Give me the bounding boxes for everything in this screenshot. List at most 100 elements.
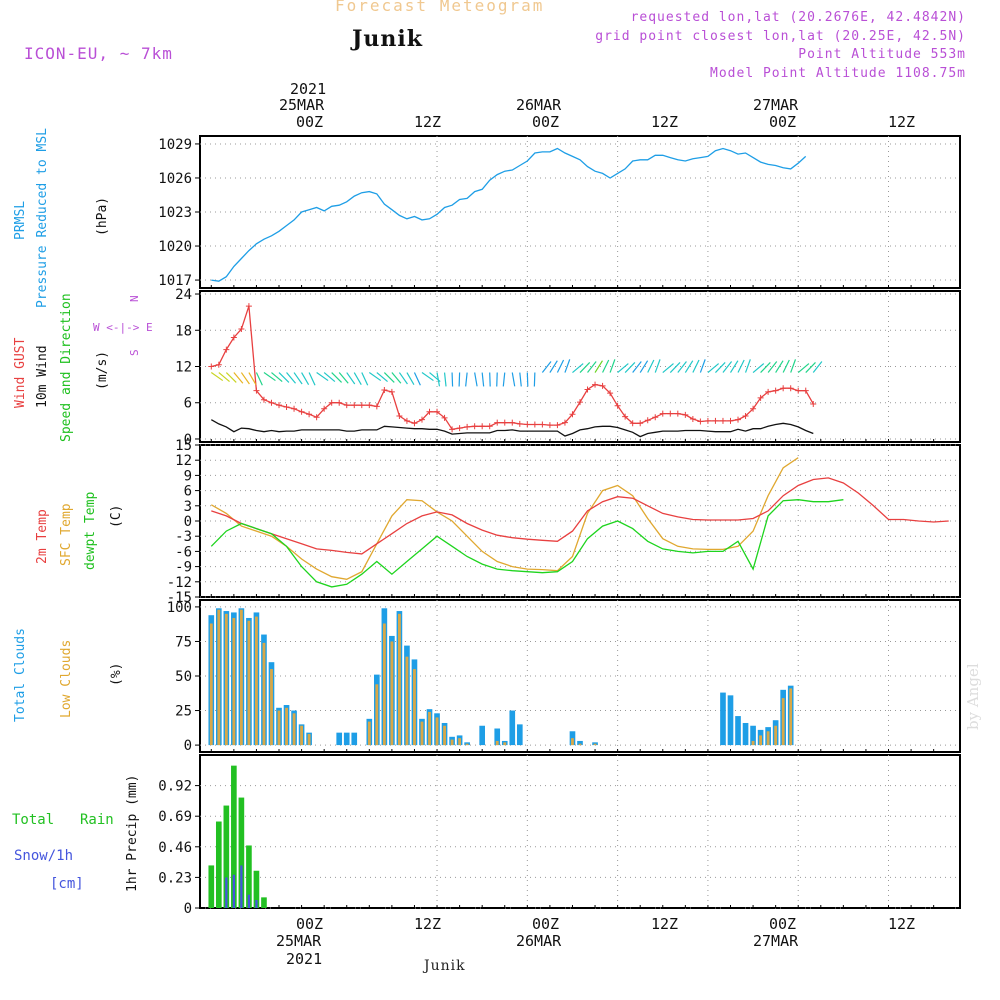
top-date-27: 27MAR: [753, 96, 799, 114]
gust-marker: [336, 399, 343, 406]
gust-marker: [223, 346, 230, 353]
low-cloud-bar: [382, 623, 386, 746]
gust-marker: [629, 420, 636, 427]
gust-marker: [479, 423, 486, 430]
wind-direction-arrow: [722, 361, 733, 373]
wind-direction-arrow: [797, 363, 810, 373]
wind-direction-arrow: [436, 372, 441, 387]
low-cloud-bar: [397, 613, 401, 746]
low-cloud-bar: [458, 738, 462, 746]
gust-marker: [659, 410, 666, 417]
wind-direction-arrow: [240, 372, 250, 385]
top-date-25: 25MAR: [279, 96, 325, 114]
gust-marker: [245, 303, 252, 310]
gust-marker: [343, 402, 350, 409]
gust-marker: [283, 403, 290, 410]
total-cloud-bar: [735, 716, 741, 746]
wind-direction-arrow: [669, 362, 681, 373]
wind-direction-arrow: [218, 372, 230, 382]
compass-ew: W <-|-> E: [93, 321, 153, 334]
wind-direction-arrow: [911, 361, 918, 373]
low-cloud-bar: [759, 735, 763, 746]
temp-ytick-label: 3: [184, 499, 192, 515]
wind-direction-arrow: [699, 359, 706, 373]
low-cloud-bar: [375, 684, 379, 746]
top-tick-3: 12Z: [651, 113, 678, 131]
total-cloud-bar: [509, 710, 516, 746]
gust-marker: [268, 399, 275, 406]
wind-direction-arrow: [843, 364, 854, 373]
compass-n: N: [128, 295, 141, 302]
wind-direction-arrow: [775, 360, 784, 373]
wind-direction-arrow: [692, 359, 700, 373]
rain-label: Rain: [80, 812, 114, 828]
prmsl-desc-label: Pressure Reduced to MSL: [35, 128, 50, 308]
wind-direction-arrow: [406, 372, 415, 385]
wind-direction-arrow: [744, 359, 751, 373]
top-tick-0: 00Z: [296, 113, 323, 131]
model-label: ICON-EU, ~ 7km: [24, 44, 173, 63]
low-clouds-label: Low Clouds: [59, 640, 74, 718]
wind-direction-arrow: [587, 361, 597, 373]
total-cloud-bar: [336, 732, 343, 746]
gust-marker: [719, 417, 726, 424]
low-cloud-bar: [217, 609, 221, 746]
gust-marker: [260, 396, 267, 403]
low-cloud-bar: [247, 620, 251, 746]
wind-direction-arrow: [609, 359, 616, 373]
pressure-ytick-label: 1020: [158, 239, 192, 255]
wind-direction-arrow: [949, 362, 958, 373]
point-altitude: Point Altitude 553m: [798, 47, 966, 62]
gust-marker: [531, 421, 538, 428]
bottom-date-26: 26MAR: [516, 932, 562, 950]
rain-bar: [253, 870, 260, 908]
rain-bar: [261, 897, 267, 908]
clouds-ytick-label: 0: [184, 738, 192, 754]
gust-marker: [509, 419, 516, 426]
gust-marker: [772, 387, 779, 394]
wind-direction-arrow: [361, 372, 369, 386]
low-cloud-bar: [774, 725, 778, 746]
temp-ytick-label: -3: [175, 529, 192, 545]
precip-frame: [199, 754, 961, 909]
chart-title: Forecast Meteogram: [335, 0, 545, 15]
wind-direction-arrow: [767, 361, 778, 373]
wind-direction-arrow: [572, 363, 584, 373]
gust-marker: [735, 416, 742, 423]
gust-marker: [388, 388, 395, 395]
top-date-26: 26MAR: [516, 96, 562, 114]
clouds-ytick-label: 50: [175, 669, 192, 685]
wind-direction-arrow: [502, 372, 506, 387]
total-cloud-bar: [569, 731, 576, 746]
temp-ytick-label: -6: [175, 544, 192, 560]
low-cloud-bar: [232, 617, 236, 746]
low-cloud-bar: [277, 710, 281, 746]
precip-unit-label: 1hr Precip (mm): [125, 775, 140, 892]
low-cloud-bar: [413, 669, 416, 746]
gust-marker: [727, 417, 734, 424]
gust-marker: [418, 416, 425, 423]
bottom-tick-3: 12Z: [651, 915, 678, 933]
gust-marker: [501, 419, 508, 426]
wind-direction-arrow: [443, 372, 447, 387]
footer-station: Junik: [424, 958, 466, 974]
wind-direction-arrow: [474, 372, 478, 387]
rain-bar: [223, 805, 230, 908]
gust-marker: [486, 423, 493, 430]
wind-direction-arrow: [729, 360, 739, 373]
gridpoint-coords: grid point closest lon,lat (20.25E, 42.5…: [595, 29, 966, 44]
wind-ytick-label: 12: [175, 360, 192, 376]
low-cloud-bar: [593, 743, 597, 746]
wind-direction-arrow: [278, 372, 290, 383]
low-cloud-bar: [571, 738, 574, 746]
wind-direction-arrow: [331, 372, 343, 383]
low-cloud-bar: [224, 613, 228, 746]
wind-direction-arrow: [707, 363, 720, 373]
gust-marker: [599, 382, 606, 389]
wind-direction-arrow: [881, 359, 886, 372]
wind-direction-arrow: [519, 372, 522, 387]
total-rain-label: Total: [12, 812, 54, 828]
wind-direction-arrow: [617, 363, 629, 373]
wind-direction-arrow: [391, 372, 402, 384]
wind-direction-arrow: [752, 363, 765, 373]
